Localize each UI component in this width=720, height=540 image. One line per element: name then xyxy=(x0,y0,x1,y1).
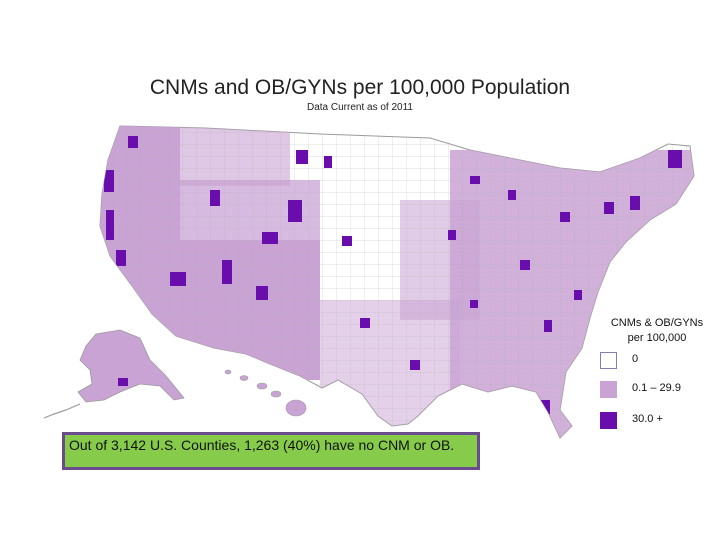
hawaii xyxy=(224,369,307,417)
high-county xyxy=(106,210,114,240)
high-county xyxy=(360,318,370,328)
high-county xyxy=(630,196,640,210)
legend-label-none: 0 xyxy=(632,353,639,365)
high-county xyxy=(116,250,126,266)
map-title: CNMs and OB/GYNs per 100,000 Population xyxy=(149,76,571,99)
high-county xyxy=(128,136,138,148)
alaska-outline xyxy=(77,329,185,403)
high-county xyxy=(342,236,352,246)
legend-swatch-high xyxy=(600,412,617,429)
high-county xyxy=(544,320,552,332)
legend-swatch-low xyxy=(600,381,617,398)
hawaii-island xyxy=(239,375,249,381)
conus-region xyxy=(99,125,695,439)
high-county xyxy=(540,400,550,414)
high-county xyxy=(470,300,478,308)
high-county xyxy=(296,150,308,164)
high-county xyxy=(574,290,582,300)
high-county xyxy=(520,260,530,270)
high-county xyxy=(170,272,186,286)
high-county xyxy=(256,286,268,300)
alaska xyxy=(43,329,185,419)
high-county xyxy=(222,260,232,284)
high-density-counties xyxy=(104,136,682,414)
high-county xyxy=(410,360,420,370)
legend-label-low: 0.1 – 29.9 xyxy=(632,382,681,394)
high-county xyxy=(604,202,614,214)
high-county xyxy=(508,190,516,200)
high-county xyxy=(118,378,128,386)
legend-label-high: 30.0 + xyxy=(632,413,663,425)
region-county-grid xyxy=(100,126,694,438)
high-county xyxy=(210,190,220,206)
high-county xyxy=(668,150,682,168)
high-county xyxy=(324,156,332,168)
high-county xyxy=(560,212,570,222)
high-county xyxy=(470,176,480,184)
aleutian-islands xyxy=(43,403,81,419)
high-county xyxy=(104,170,114,192)
high-county xyxy=(448,230,456,240)
legend-swatch-none xyxy=(600,352,617,369)
map-subtitle: Data Current as of 2011 xyxy=(307,102,413,113)
high-county xyxy=(288,200,302,222)
high-county xyxy=(262,232,278,244)
hawaii-island xyxy=(285,399,307,417)
legend-title: CNMs & OB/GYNs per 100,000 xyxy=(610,317,704,344)
hawaii-island xyxy=(270,390,282,398)
hawaii-island xyxy=(256,382,268,390)
counties-note: Out of 3,142 U.S. Counties, 1,263 (40%) … xyxy=(62,432,480,470)
hawaii-island xyxy=(224,369,232,375)
